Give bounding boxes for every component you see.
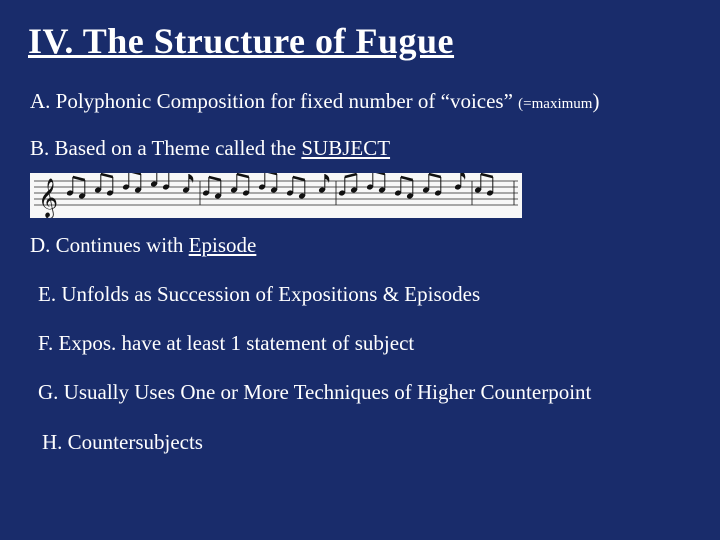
item-d: D. Continues with Episode xyxy=(30,232,692,259)
item-d-episode: Episode xyxy=(189,233,257,257)
item-b-prefix: B. Based on a Theme called the xyxy=(30,136,301,160)
item-a-text: A. Polyphonic Composition for fixed numb… xyxy=(30,89,518,113)
item-a-suffix: ) xyxy=(592,89,599,113)
item-b: B. Based on a Theme called the SUBJECT xyxy=(30,135,692,162)
slide-container: IV. The Structure of Fugue A. Polyphonic… xyxy=(0,0,720,540)
item-e: E. Unfolds as Succession of Expositions … xyxy=(38,281,692,308)
music-notation: 𝄞 xyxy=(30,173,522,218)
staff-svg: 𝄞 xyxy=(30,173,522,218)
item-a: A. Polyphonic Composition for fixed numb… xyxy=(30,88,692,115)
item-b-subject: SUBJECT xyxy=(301,136,390,160)
item-a-small: (=maximum xyxy=(518,96,592,112)
slide-title: IV. The Structure of Fugue xyxy=(28,20,692,62)
item-f: F. Expos. have at least 1 statement of s… xyxy=(38,330,692,357)
item-g: G. Usually Uses One or More Techniques o… xyxy=(38,379,692,406)
item-h: H. Countersubjects xyxy=(42,429,692,456)
item-d-prefix: D. Continues with xyxy=(30,233,189,257)
svg-text:𝄞: 𝄞 xyxy=(38,179,58,218)
